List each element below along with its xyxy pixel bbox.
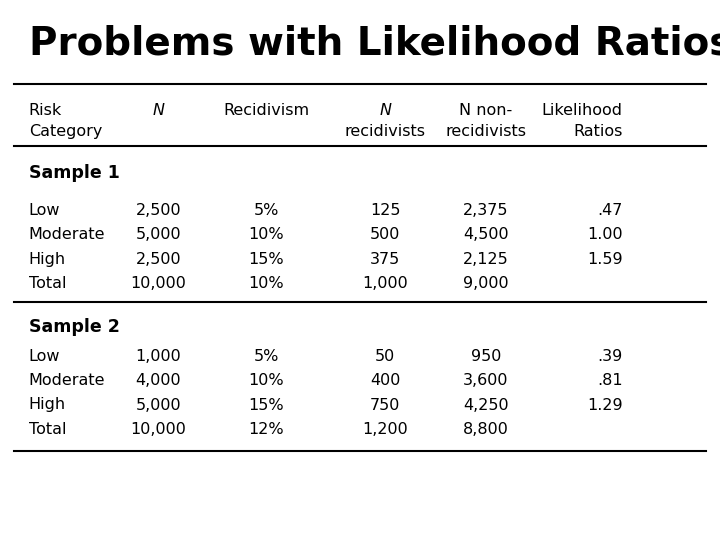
- Text: N: N: [379, 103, 391, 118]
- Text: .81: .81: [597, 373, 623, 388]
- Text: Low: Low: [29, 349, 60, 364]
- Text: 1,200: 1,200: [362, 422, 408, 437]
- Text: 1,000: 1,000: [362, 276, 408, 291]
- Text: .39: .39: [598, 349, 623, 364]
- Text: 10%: 10%: [248, 373, 284, 388]
- Text: 375: 375: [370, 252, 400, 267]
- Text: High: High: [29, 252, 66, 267]
- Text: Total: Total: [29, 276, 66, 291]
- Text: 2,125: 2,125: [463, 252, 509, 267]
- Text: N non-: N non-: [459, 103, 513, 118]
- Text: 1.29: 1.29: [588, 397, 623, 413]
- Text: 4,500: 4,500: [463, 227, 509, 242]
- Text: 1,000: 1,000: [135, 349, 181, 364]
- Text: 400: 400: [370, 373, 400, 388]
- Text: 750: 750: [370, 397, 400, 413]
- Text: N: N: [153, 103, 164, 118]
- Text: .47: .47: [598, 203, 623, 218]
- Text: Likelihood: Likelihood: [541, 103, 623, 118]
- Text: Low: Low: [29, 203, 60, 218]
- Text: 4,250: 4,250: [463, 397, 509, 413]
- Text: 8,800: 8,800: [463, 422, 509, 437]
- Text: Moderate: Moderate: [29, 227, 105, 242]
- Text: Recidivism: Recidivism: [223, 103, 310, 118]
- Text: 1.59: 1.59: [588, 252, 623, 267]
- Text: 12%: 12%: [248, 422, 284, 437]
- Text: 5%: 5%: [253, 203, 279, 218]
- Text: Moderate: Moderate: [29, 373, 105, 388]
- Text: 10,000: 10,000: [130, 422, 186, 437]
- Text: 4,000: 4,000: [135, 373, 181, 388]
- Text: Category: Category: [29, 124, 102, 139]
- Text: 9,000: 9,000: [463, 276, 509, 291]
- Text: 2,500: 2,500: [135, 252, 181, 267]
- Text: Sample 2: Sample 2: [29, 318, 120, 336]
- Text: 2,375: 2,375: [463, 203, 509, 218]
- Text: 10%: 10%: [248, 276, 284, 291]
- Text: recidivists: recidivists: [345, 124, 426, 139]
- Text: 950: 950: [471, 349, 501, 364]
- Text: Risk: Risk: [29, 103, 62, 118]
- Text: Total: Total: [29, 422, 66, 437]
- Text: 50: 50: [375, 349, 395, 364]
- Text: 15%: 15%: [248, 252, 284, 267]
- Text: 5,000: 5,000: [135, 397, 181, 413]
- Text: Problems with Likelihood Ratios: Problems with Likelihood Ratios: [29, 24, 720, 62]
- Text: Ratios: Ratios: [573, 124, 623, 139]
- Text: 10%: 10%: [248, 227, 284, 242]
- Text: 3,600: 3,600: [463, 373, 509, 388]
- Text: High: High: [29, 397, 66, 413]
- Text: 1.00: 1.00: [588, 227, 623, 242]
- Text: 5,000: 5,000: [135, 227, 181, 242]
- Text: 500: 500: [370, 227, 400, 242]
- Text: Sample 1: Sample 1: [29, 164, 120, 182]
- Text: 2,500: 2,500: [135, 203, 181, 218]
- Text: recidivists: recidivists: [446, 124, 526, 139]
- Text: 125: 125: [370, 203, 400, 218]
- Text: 15%: 15%: [248, 397, 284, 413]
- Text: 5%: 5%: [253, 349, 279, 364]
- Text: 10,000: 10,000: [130, 276, 186, 291]
